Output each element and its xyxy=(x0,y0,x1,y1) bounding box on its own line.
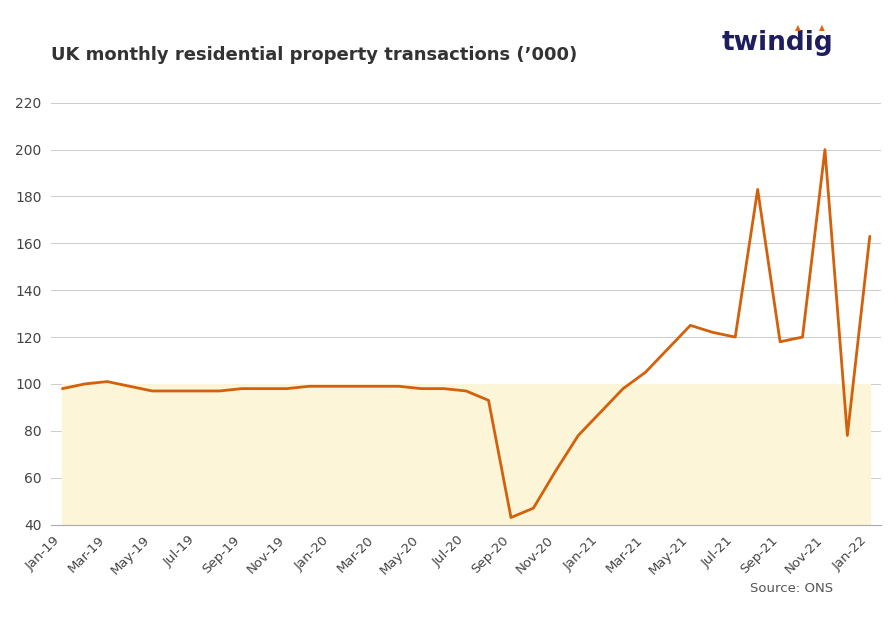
Text: ▲: ▲ xyxy=(795,23,801,32)
Text: twindig: twindig xyxy=(721,30,833,56)
Text: UK monthly residential property transactions (’000): UK monthly residential property transact… xyxy=(51,46,578,64)
Text: ▲: ▲ xyxy=(819,23,824,32)
Text: Source: ONS: Source: ONS xyxy=(750,582,833,595)
